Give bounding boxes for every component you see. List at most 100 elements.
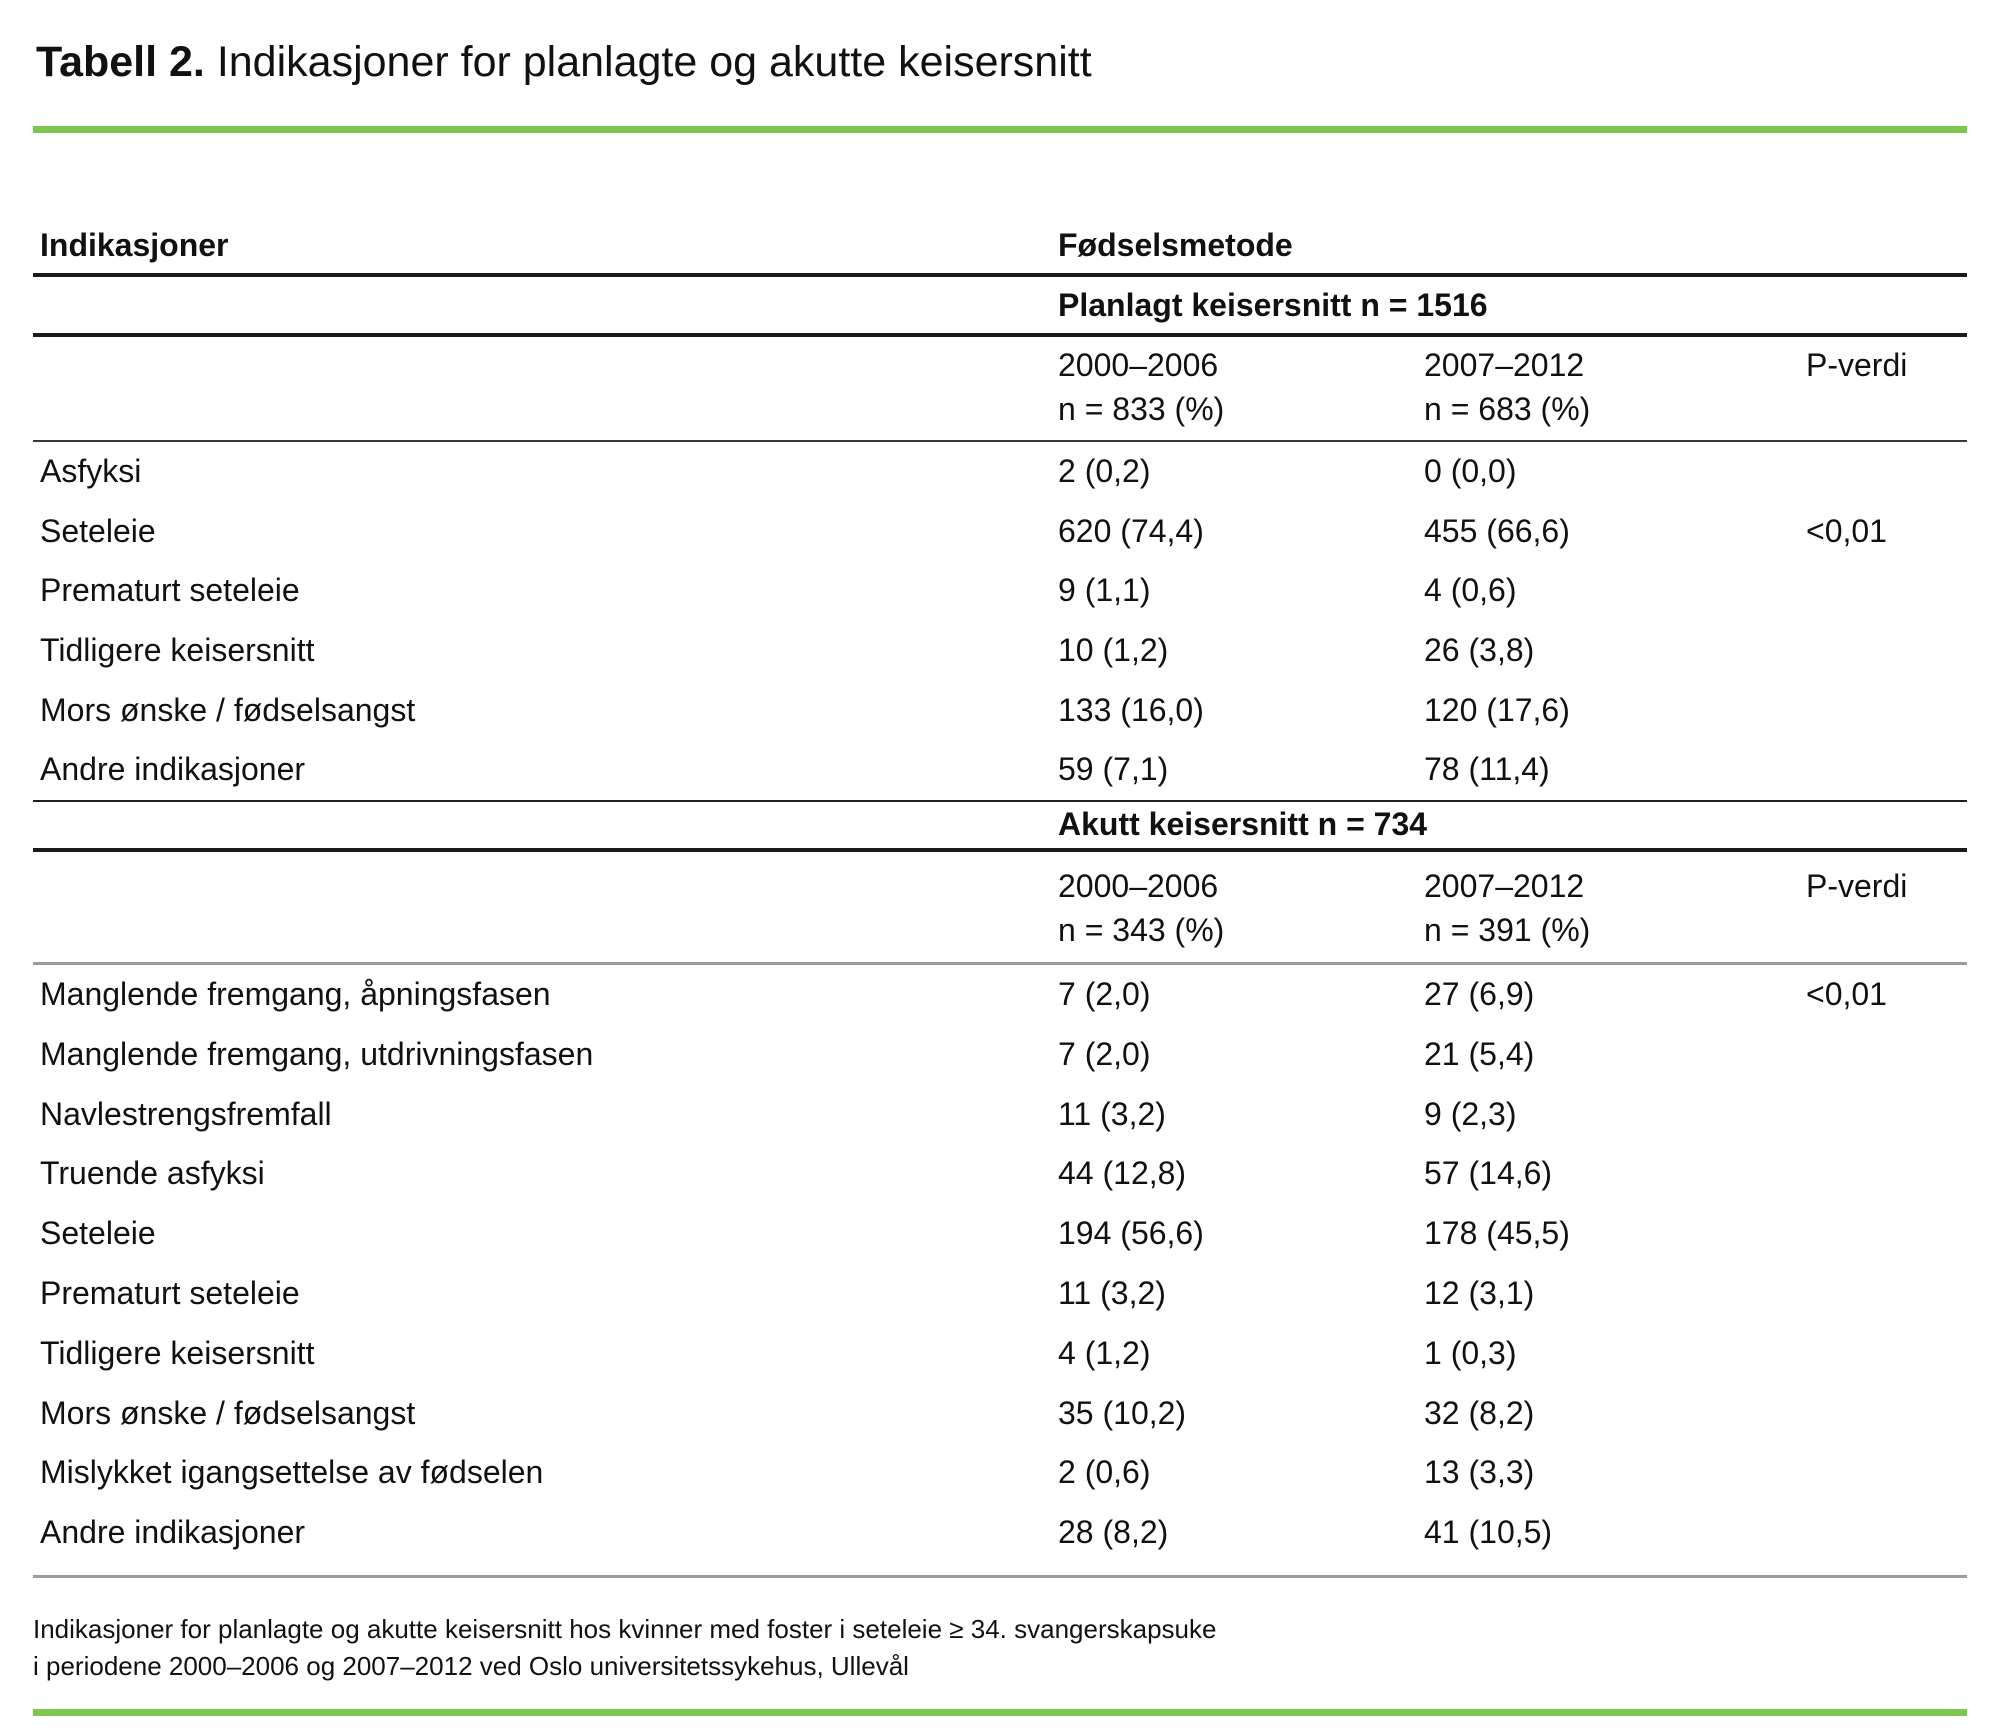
row-label: Manglende fremgang, utdrivningsfasen	[40, 1035, 594, 1072]
period2-n: n = 391 (%)	[1424, 911, 1591, 948]
col-pvalue-planned: P-verdi	[1806, 347, 1908, 383]
value-2000-2006: 133 (16,0)	[1058, 691, 1204, 728]
table-row: Mors ønske / fødselsangst 133 (16,0) 120…	[33, 680, 1967, 740]
value-2000-2006: 2 (0,2)	[1058, 453, 1151, 490]
value-2007-2012: 1 (0,3)	[1424, 1334, 1517, 1371]
row-label: Seteleie	[40, 512, 156, 549]
section-header-planned: Planlagt keisersnitt n = 1516	[33, 277, 1967, 333]
period2-label: 2007–2012	[1424, 347, 1585, 383]
value-2007-2012: 26 (3,8)	[1424, 632, 1535, 669]
row-label: Manglende fremgang, åpningsfasen	[40, 975, 551, 1012]
row-label: Mors ønske / fødselsangst	[40, 691, 416, 728]
value-2000-2006: 7 (2,0)	[1058, 975, 1151, 1012]
table-row: Andre indikasjoner 59 (7,1) 78 (11,4)	[33, 740, 1967, 800]
table-row: Mislykket igangsettelse av fødselen 2 (0…	[33, 1443, 1967, 1503]
table-row: Prematurt seteleie 11 (3,2) 12 (3,1)	[33, 1264, 1967, 1324]
value-2000-2006: 11 (3,2)	[1058, 1274, 1166, 1311]
value-2007-2012: 9 (2,3)	[1424, 1095, 1517, 1132]
row-label: Prematurt seteleie	[40, 572, 300, 609]
table-title: Tabell 2. Indikasjoner for planlagte og …	[33, 36, 1967, 88]
value-2007-2012: 21 (5,4)	[1424, 1035, 1535, 1072]
col-period2-planned: 2007–2012 n = 683 (%)	[1424, 343, 1806, 431]
value-2007-2012: 455 (66,6)	[1424, 512, 1570, 549]
col1-header: Indikasjoner	[40, 227, 229, 263]
table-row: Truende asfyksi 44 (12,8) 57 (14,6)	[33, 1144, 1967, 1204]
value-2000-2006: 4 (1,2)	[1058, 1334, 1151, 1371]
table-row: Asfyksi 2 (0,2) 0 (0,0)	[33, 442, 1967, 502]
col-period1-planned: 2000–2006 n = 833 (%)	[1058, 343, 1424, 431]
footnote-line-1: Indikasjoner for planlagte og akutte kei…	[33, 1613, 1217, 1644]
value-2007-2012: 12 (3,1)	[1424, 1274, 1535, 1311]
row-label: Mors ønske / fødselsangst	[40, 1394, 416, 1431]
table-row: Andre indikasjoner 28 (8,2) 41 (10,5)	[33, 1503, 1967, 1563]
period2-label: 2007–2012	[1424, 867, 1585, 904]
table-row: Prematurt seteleie 9 (1,1) 4 (0,6)	[33, 561, 1967, 621]
row-label: Tidligere keisersnitt	[40, 632, 315, 669]
p-value: <0,01	[1806, 975, 1887, 1012]
row-label: Andre indikasjoner	[40, 751, 306, 788]
row-label: Truende asfyksi	[40, 1155, 265, 1192]
table-row: Manglende fremgang, utdrivningsfasen 7 (…	[33, 1024, 1967, 1084]
table-figure: Tabell 2. Indikasjoner for planlagte og …	[33, 36, 1967, 1716]
value-2007-2012: 120 (17,6)	[1424, 691, 1570, 728]
row-label: Mislykket igangsettelse av fødselen	[40, 1454, 544, 1491]
period1-label: 2000–2006	[1058, 867, 1219, 904]
period1-n: n = 833 (%)	[1058, 391, 1225, 427]
row-label: Andre indikasjoner	[40, 1514, 306, 1551]
value-2007-2012: 0 (0,0)	[1424, 453, 1517, 490]
period1-n: n = 343 (%)	[1058, 911, 1225, 948]
colhead-rule-acute	[33, 961, 1967, 965]
table-title-text: Indikasjoner for planlagte og akutte kei…	[204, 38, 1092, 86]
period2-n: n = 683 (%)	[1424, 391, 1591, 427]
value-2000-2006: 9 (1,1)	[1058, 572, 1151, 609]
section-divider-rule	[33, 799, 1967, 802]
top-green-rule	[33, 126, 1967, 133]
value-2000-2006: 10 (1,2)	[1058, 632, 1169, 669]
col2-header: Fødselsmetode	[1058, 227, 1293, 263]
value-2000-2006: 2 (0,6)	[1058, 1454, 1151, 1491]
footnote-line-2: i periodene 2000–2006 og 2007–2012 ved O…	[33, 1650, 909, 1681]
value-2007-2012: 57 (14,6)	[1424, 1155, 1553, 1192]
period1-label: 2000–2006	[1058, 347, 1219, 383]
value-2000-2006: 194 (56,6)	[1058, 1215, 1204, 1252]
row-label: Tidligere keisersnitt	[40, 1334, 315, 1371]
table-title-prefix: Tabell 2.	[36, 38, 205, 86]
section-title-acute: Akutt keisersnitt n = 734	[1058, 806, 1428, 843]
table-row: Seteleie 194 (56,6) 178 (45,5)	[33, 1204, 1967, 1264]
table-footnote: Indikasjoner for planlagte og akutte kei…	[33, 1611, 1967, 1685]
spacer	[33, 1563, 1967, 1575]
row-label: Navlestrengsfremfall	[40, 1095, 332, 1132]
colhead-rule-planned	[33, 440, 1967, 442]
table-row: Tidligere keisersnitt 4 (1,2) 1 (0,3)	[33, 1323, 1967, 1383]
value-2007-2012: 41 (10,5)	[1424, 1514, 1553, 1551]
row-label: Asfyksi	[40, 453, 142, 490]
column-headers-acute: 2000–2006 n = 343 (%) 2007–2012 n = 391 …	[33, 852, 1967, 962]
header-rule	[33, 273, 1967, 277]
table-row: Navlestrengsfremfall 11 (3,2) 9 (2,3)	[33, 1084, 1967, 1144]
value-2007-2012: 32 (8,2)	[1424, 1394, 1535, 1431]
value-2007-2012: 178 (45,5)	[1424, 1215, 1570, 1252]
table-row: Mors ønske / fødselsangst 35 (10,2) 32 (…	[33, 1383, 1967, 1443]
table-row: Manglende fremgang, åpningsfasen 7 (2,0)…	[33, 965, 1967, 1025]
section-header-acute: Akutt keisersnitt n = 734	[33, 802, 1967, 848]
value-2000-2006: 35 (10,2)	[1058, 1394, 1187, 1431]
value-2000-2006: 44 (12,8)	[1058, 1155, 1187, 1192]
value-2007-2012: 27 (6,9)	[1424, 975, 1535, 1012]
footnote-rule	[33, 1574, 1967, 1578]
value-2000-2006: 620 (74,4)	[1058, 512, 1204, 549]
value-2007-2012: 4 (0,6)	[1424, 572, 1517, 609]
row-label: Prematurt seteleie	[40, 1274, 300, 1311]
column-headers-planned: 2000–2006 n = 833 (%) 2007–2012 n = 683 …	[33, 337, 1967, 440]
col-period2-acute: 2007–2012 n = 391 (%)	[1424, 864, 1806, 952]
value-2000-2006: 11 (3,2)	[1058, 1095, 1166, 1132]
section-rule-planned	[33, 333, 1967, 337]
table-header-row: Indikasjoner Fødselsmetode	[33, 133, 1967, 273]
bottom-green-rule	[33, 1708, 1967, 1716]
value-2007-2012: 13 (3,3)	[1424, 1454, 1535, 1491]
p-value: <0,01	[1806, 512, 1887, 549]
value-2000-2006: 59 (7,1)	[1058, 751, 1169, 788]
value-2000-2006: 28 (8,2)	[1058, 1514, 1169, 1551]
col-period1-acute: 2000–2006 n = 343 (%)	[1058, 864, 1424, 952]
section-rule-acute	[33, 847, 1967, 852]
table-row: Seteleie 620 (74,4) 455 (66,6) <0,01	[33, 502, 1967, 562]
